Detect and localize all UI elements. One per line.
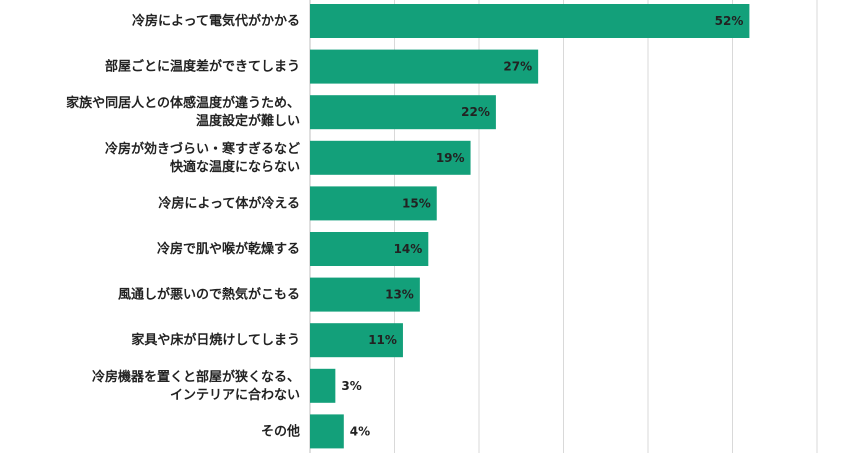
bar [310, 323, 403, 358]
category-label-line: 冷房機器を置くと部屋が狭くなる、 [92, 368, 300, 384]
category-label-line: 温度設定が難しい [196, 113, 300, 129]
bar [310, 186, 437, 221]
category-label: 冷房によって電気代がかかる [132, 13, 300, 29]
value-label: 27% [503, 60, 532, 74]
category-label-line: 冷房が効きづらい・寒すぎるなど [105, 140, 300, 156]
value-label: 4% [350, 424, 370, 438]
category-label-line: 快適な温度にならない [170, 158, 300, 174]
value-label: 3% [341, 379, 361, 393]
value-label: 14% [394, 242, 423, 256]
value-label: 13% [385, 288, 414, 302]
value-label: 15% [402, 196, 431, 210]
bar [310, 4, 750, 38]
category-label-line: 部屋ごとに温度差ができてしまう [105, 58, 300, 74]
category-label-line: 家族や同居人との体感温度が違うため、 [66, 95, 300, 111]
category-label: 部屋ごとに温度差ができてしまう [105, 58, 300, 74]
category-label-line: 冷房によって電気代がかかる [132, 13, 300, 29]
category-label: 冷房が効きづらい・寒すぎるなど快適な温度にならない [105, 140, 300, 174]
category-label: 家族や同居人との体感温度が違うため、温度設定が難しい [66, 95, 300, 129]
bar [310, 95, 496, 130]
value-labels: 52% 27% 22% 19% 15% 14% 13% 11% 3% 4% [341, 14, 743, 438]
bar [310, 49, 539, 84]
bar [310, 232, 429, 266]
value-label: 11% [368, 333, 397, 347]
bar [310, 368, 336, 403]
bar [310, 277, 420, 312]
bar [310, 414, 344, 449]
category-label-line: インテリアに合わない [170, 386, 300, 402]
bar [310, 140, 471, 175]
category-label-line: 冷房で肌や喉が乾燥する [157, 241, 300, 257]
category-label-line: その他 [261, 423, 300, 439]
category-label: 風通しが悪いので熱気がこもる [118, 286, 300, 302]
category-label-line: 風通しが悪いので熱気がこもる [118, 286, 300, 302]
category-labels: 冷房によって電気代がかかる部屋ごとに温度差ができてしまう家族や同居人との体感温度… [66, 13, 300, 439]
bars [310, 4, 750, 449]
category-label: 家具や床が日焼けしてしまう [131, 332, 300, 348]
category-label: 冷房で肌や喉が乾燥する [157, 241, 300, 257]
value-label: 19% [436, 151, 465, 165]
category-label-line: 家具や床が日焼けしてしまう [131, 332, 300, 348]
category-label-line: 冷房によって体が冷える [158, 195, 300, 211]
category-label: その他 [261, 423, 300, 439]
category-label: 冷房によって体が冷える [158, 195, 300, 211]
category-label: 冷房機器を置くと部屋が狭くなる、インテリアに合わない [92, 368, 300, 402]
value-label: 52% [715, 14, 744, 28]
value-label: 22% [461, 105, 490, 119]
